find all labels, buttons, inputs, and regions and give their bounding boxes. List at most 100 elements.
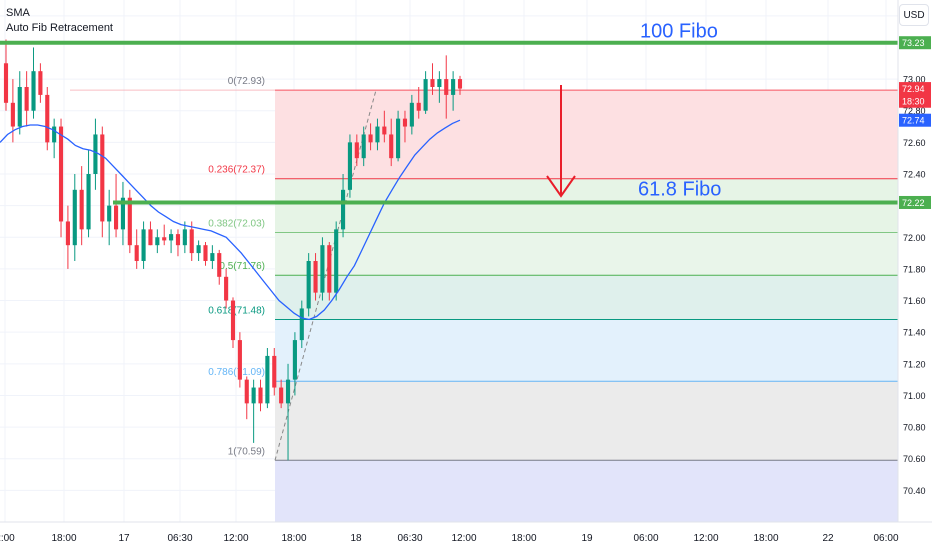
candle-body — [451, 79, 456, 95]
candle — [224, 268, 229, 309]
candle-body — [175, 234, 181, 246]
candle-body — [313, 261, 318, 293]
candle-body — [217, 253, 222, 277]
candle — [217, 249, 222, 285]
x-tick-label: 18:00 — [753, 533, 778, 544]
x-tick-label: 2:00 — [0, 533, 15, 544]
x-tick-label: 18 — [350, 533, 362, 544]
candle — [396, 110, 401, 162]
candle-body — [251, 387, 256, 404]
candle-body — [182, 229, 187, 246]
candle — [45, 87, 50, 151]
fib-level-label: 1(70.59) — [228, 446, 265, 457]
sma-line — [0, 119, 461, 321]
y-tick-label: 71.20 — [903, 359, 926, 369]
price-badge-label: 72.94 — [902, 84, 925, 94]
candle — [72, 174, 77, 261]
candle — [327, 242, 332, 301]
candle — [31, 47, 36, 119]
candle-body — [3, 63, 9, 103]
candle-body — [224, 276, 229, 301]
candle — [375, 118, 380, 151]
y-tick-label: 71.80 — [903, 264, 926, 274]
fib-level-label: 0.618(71.48) — [208, 306, 265, 317]
time-scale-bg — [0, 522, 932, 550]
candle — [38, 63, 43, 103]
candle-body — [17, 87, 22, 127]
fib-trend-line — [274, 90, 377, 461]
candle — [272, 348, 277, 396]
fib-zone — [275, 178, 898, 233]
candle — [100, 126, 105, 238]
x-tick-label: 06:00 — [633, 533, 658, 544]
candle-body — [79, 189, 84, 230]
candle — [340, 174, 346, 238]
x-tick-label: 12:00 — [451, 533, 476, 544]
candle-body — [285, 379, 291, 404]
candle-body — [334, 229, 339, 293]
candle-body — [134, 245, 139, 261]
currency-button[interactable]: USD — [899, 4, 929, 26]
candle — [210, 245, 215, 269]
candle-body — [155, 237, 160, 246]
candle — [148, 221, 153, 246]
candle-body — [354, 142, 359, 159]
candle-body — [45, 94, 50, 143]
candle-body — [93, 134, 98, 174]
price-badge-bg — [899, 36, 931, 50]
candle-body — [437, 79, 442, 87]
fib-zone — [275, 460, 898, 522]
down-arrow-icon — [546, 85, 576, 198]
candle — [189, 221, 194, 261]
candle — [251, 379, 256, 443]
y-tick-label: 73.00 — [903, 75, 926, 85]
candle-body — [444, 79, 449, 95]
legend-sma[interactable]: SMA — [6, 7, 30, 19]
price-badge-bg — [899, 94, 931, 108]
price-badge-label: 73.23 — [902, 38, 925, 48]
candle-body — [141, 229, 146, 261]
fib-zone — [275, 381, 898, 461]
candle-body — [368, 134, 373, 143]
candle — [354, 134, 359, 167]
candle-body — [100, 134, 105, 222]
candle-body — [230, 300, 236, 341]
x-tick-label: 22 — [822, 533, 834, 544]
fib-level-label: 0(72.93) — [228, 76, 265, 87]
candle — [444, 55, 449, 119]
candle-body — [416, 102, 421, 111]
candle — [389, 118, 394, 167]
candle-body — [299, 308, 304, 341]
candle-body — [162, 237, 167, 241]
candle — [334, 221, 339, 301]
price-badge-label: 72.74 — [902, 116, 925, 126]
candle — [279, 379, 284, 409]
candle-body — [430, 79, 435, 87]
fib-level-label: 0.236(72.37) — [208, 165, 265, 176]
candle — [265, 348, 270, 409]
y-tick-label: 72.00 — [903, 233, 926, 243]
fib-level-label: 0.5(71.76) — [219, 261, 265, 272]
legend-auto-fib[interactable]: Auto Fib Retracement — [6, 22, 113, 34]
candle — [299, 300, 304, 348]
candle-body — [244, 379, 249, 404]
candle-body — [272, 355, 277, 388]
candle — [24, 71, 29, 127]
candle — [306, 253, 311, 317]
x-tick-label: 17 — [118, 533, 130, 544]
candle-body — [237, 340, 242, 380]
candle-body — [113, 205, 119, 230]
candle — [416, 87, 421, 119]
fib-zone — [275, 90, 898, 179]
candle — [320, 237, 325, 301]
candle-body — [107, 205, 112, 222]
x-tick-label: 12:00 — [693, 533, 718, 544]
candle-body — [86, 174, 91, 230]
candle-body — [189, 229, 194, 254]
candle — [196, 240, 201, 261]
candle — [230, 297, 236, 348]
x-tick-label: 18:00 — [511, 533, 536, 544]
candle-body — [31, 71, 36, 111]
candle — [437, 71, 442, 103]
